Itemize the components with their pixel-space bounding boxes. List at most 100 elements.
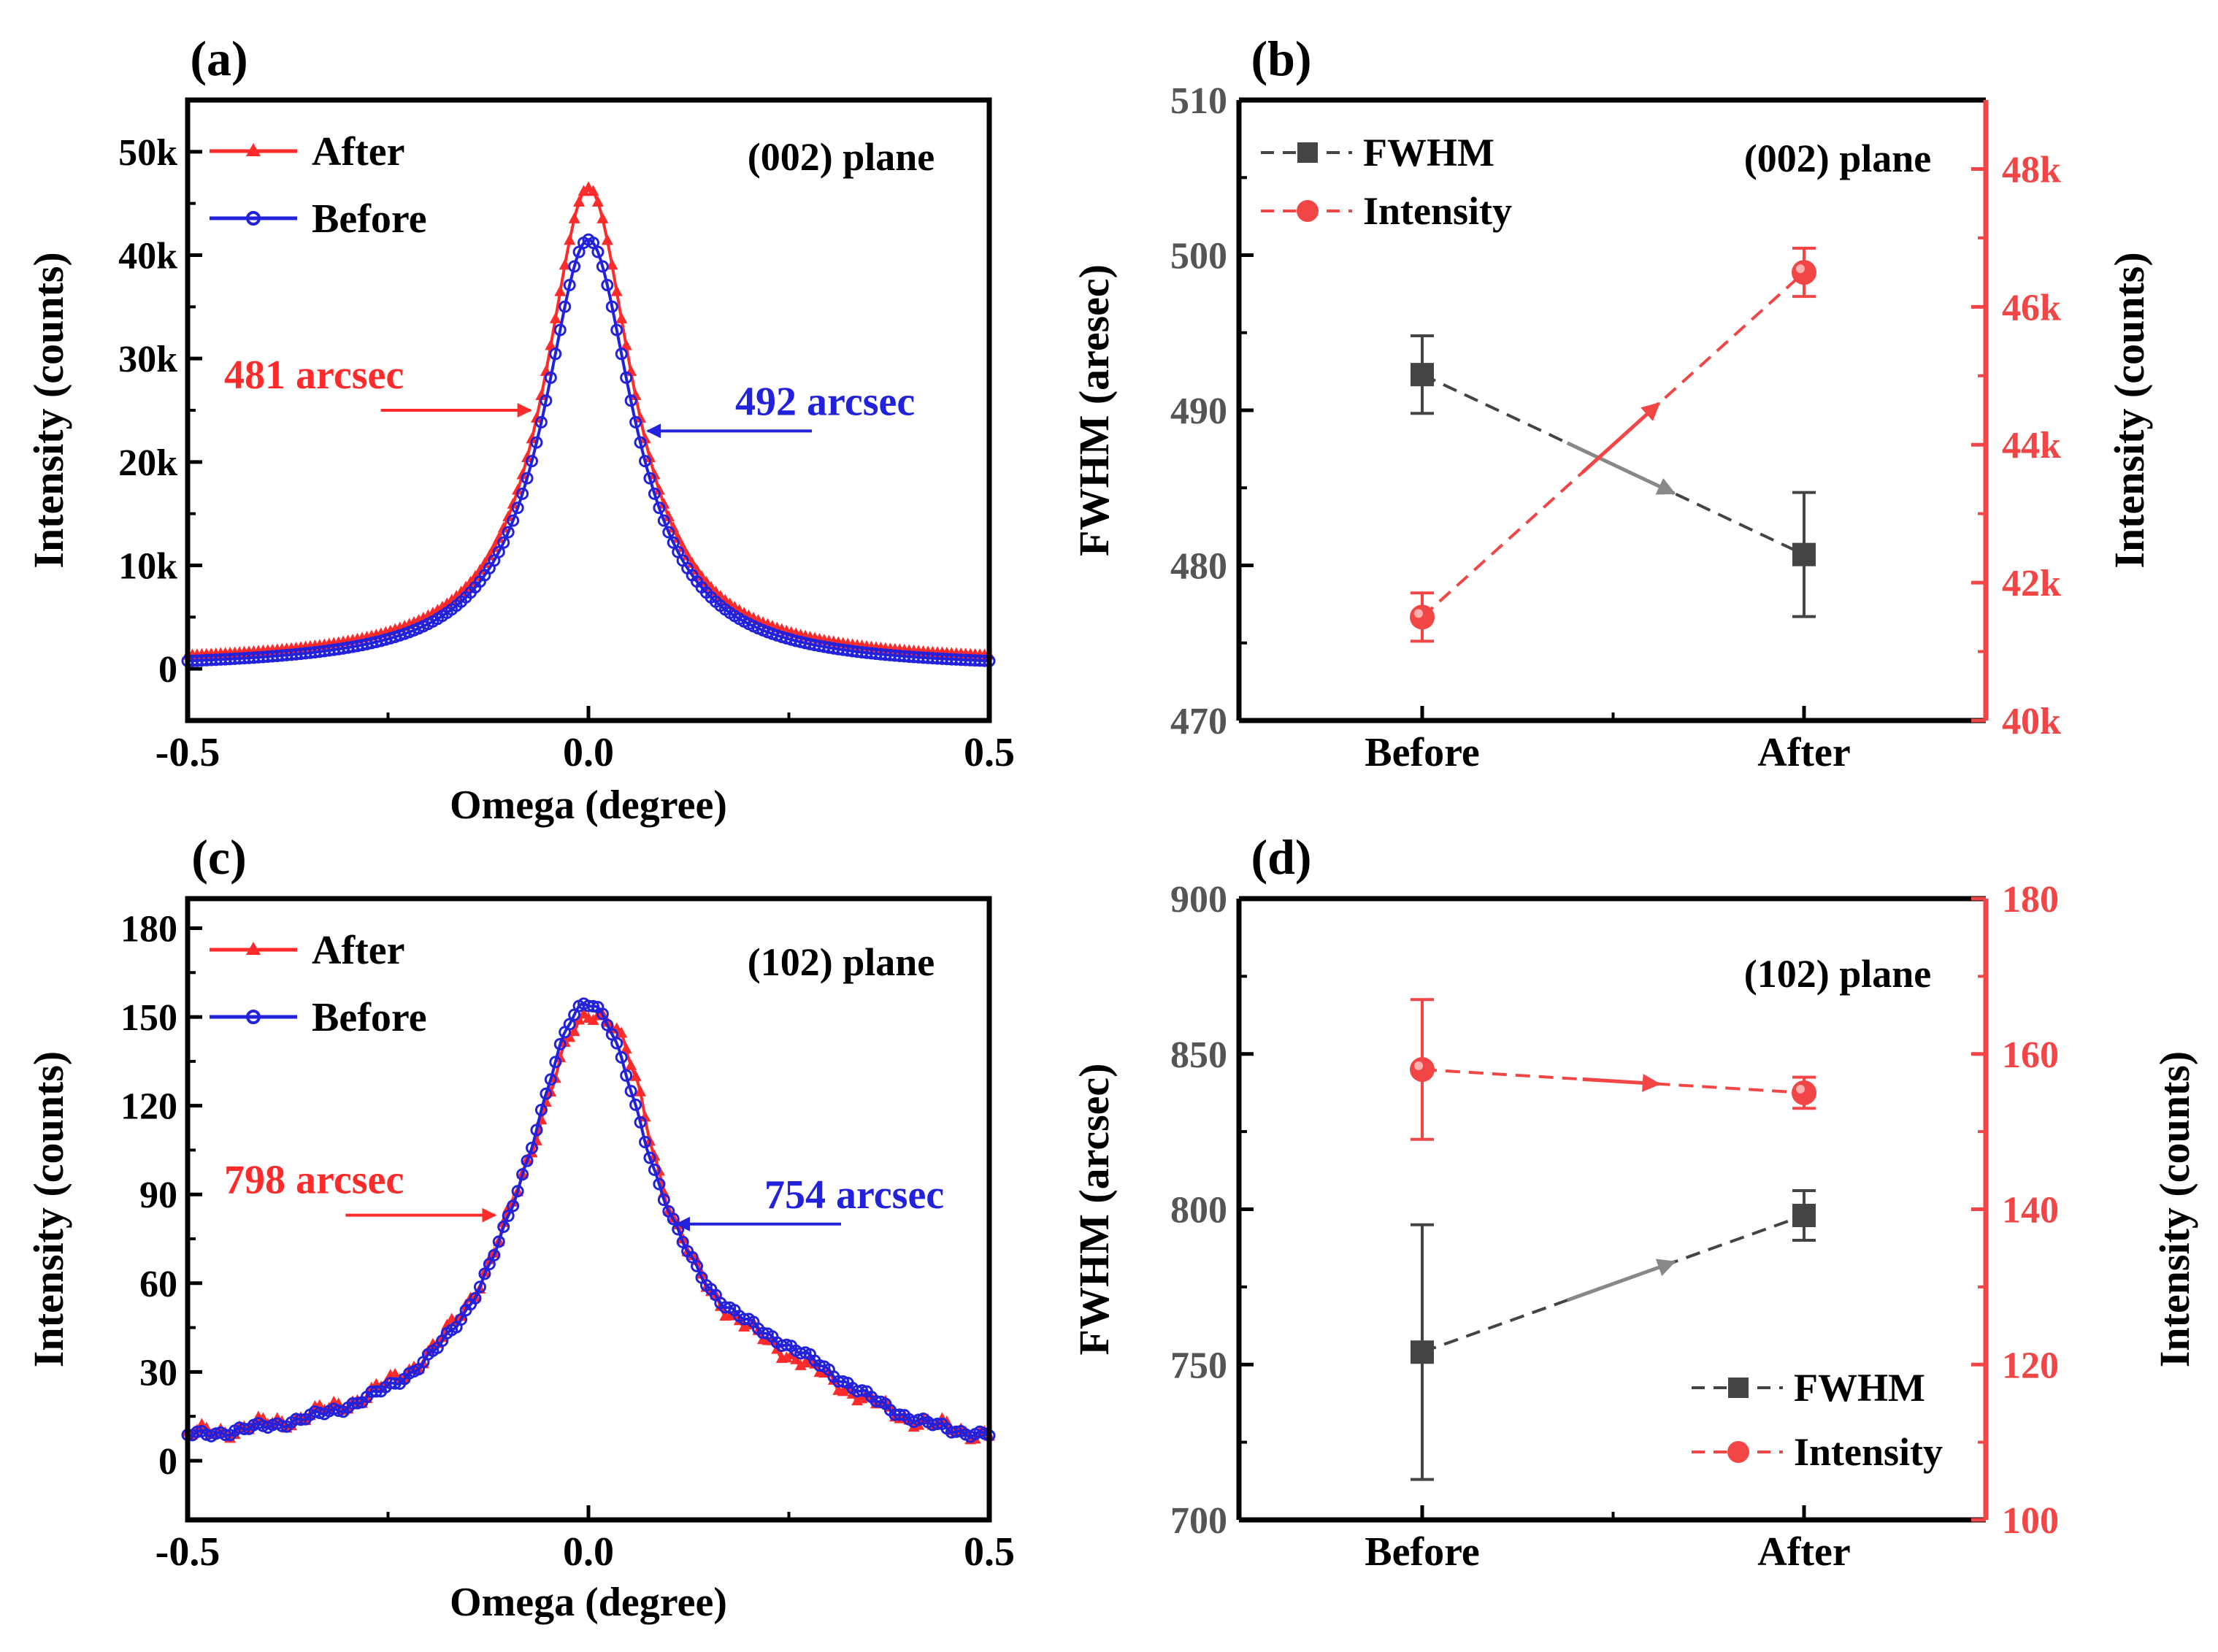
- marker-point: [615, 1026, 628, 1038]
- legend-marker: [1727, 1441, 1749, 1463]
- marker-point: [564, 234, 576, 245]
- marker-point: [525, 1141, 538, 1154]
- series-line-before: [187, 1002, 990, 1439]
- marker-point: [516, 1168, 529, 1181]
- marker-point: [629, 415, 642, 429]
- marker-point: [629, 389, 642, 401]
- marker-point: [691, 564, 703, 575]
- marker-point: [653, 483, 665, 495]
- marker-point: [610, 323, 623, 337]
- marker-point: [625, 1059, 637, 1070]
- marker-point: [512, 483, 524, 495]
- x-axis-label: Omega (degree): [450, 1580, 727, 1625]
- plane-annotation: (002) plane: [1744, 137, 1932, 180]
- marker-point: [620, 1042, 632, 1054]
- y-tick-label: 20k: [118, 442, 177, 484]
- y-right-axis-label: Intensity (counts): [2151, 1051, 2198, 1367]
- marker-point: [534, 415, 548, 429]
- y-tick-label: 0: [158, 649, 177, 691]
- y-left-tick-label: 800: [1170, 1190, 1227, 1232]
- marker-point: [672, 531, 684, 543]
- marker-point: [389, 1367, 402, 1379]
- marker-point: [610, 285, 623, 296]
- marker-point: [521, 451, 534, 463]
- x-tick-label: -0.5: [156, 1529, 220, 1575]
- marker-point: [351, 1396, 364, 1410]
- marker-point: [615, 312, 628, 323]
- y-tick-label: 0: [158, 1441, 177, 1483]
- panel-label: (c): [191, 829, 246, 885]
- marker-point: [634, 411, 647, 423]
- marker-point: [686, 556, 699, 568]
- panel-a: 0 10k 20k 30k 40k 50k -0.5 0.0 0.5 Omega (degree)…: [25, 31, 1015, 828]
- y-right-tick-label: 40k: [2002, 701, 2061, 742]
- marker-point: [473, 1280, 486, 1294]
- marker-point: [549, 1056, 562, 1069]
- marker-point: [648, 487, 661, 500]
- data-point-highlight: [1796, 264, 1805, 274]
- marker-point: [502, 1209, 515, 1222]
- y-right-tick-label: 48k: [2002, 149, 2061, 191]
- marker-point: [639, 432, 651, 444]
- marker-point: [464, 575, 477, 587]
- marker-point: [700, 575, 713, 587]
- marker-point: [511, 502, 524, 515]
- marker-point: [856, 1384, 869, 1397]
- y-axis-label: Intensity (counts): [25, 1051, 72, 1367]
- y-right-axis-label: Intensity (counts): [2106, 252, 2153, 568]
- y-left-tick-label: 510: [1170, 80, 1227, 122]
- y-tick-label: 60: [139, 1264, 177, 1305]
- legend: After Before: [210, 129, 427, 242]
- marker-point: [507, 497, 519, 509]
- data-point: [1410, 604, 1435, 630]
- y-right-tick-label: 44k: [2002, 425, 2061, 466]
- marker-point: [573, 196, 586, 207]
- data-point: [1411, 363, 1434, 387]
- marker-point: [624, 1085, 637, 1098]
- series-before: [181, 233, 996, 667]
- y-tick-label: 120: [120, 1086, 177, 1128]
- data-point: [1792, 1080, 1816, 1105]
- marker-point: [639, 1135, 652, 1148]
- marker-point: [478, 1267, 491, 1280]
- data-point: [1792, 260, 1816, 285]
- y-tick-label: 10k: [118, 546, 177, 588]
- y-left-tick-label: 490: [1170, 391, 1227, 432]
- marker-point: [780, 1351, 793, 1363]
- y-tick-label: 50k: [118, 132, 177, 174]
- marker-point: [554, 285, 567, 296]
- marker-point: [643, 451, 656, 463]
- marker-point: [620, 339, 632, 350]
- data-point: [1792, 1204, 1816, 1228]
- data-point-highlight: [1414, 1061, 1423, 1071]
- marker-point: [294, 1413, 307, 1426]
- marker-point: [662, 526, 675, 539]
- marker-point: [586, 237, 599, 250]
- x-category-label: After: [1757, 1529, 1850, 1575]
- legend: FWHM Intensity: [1261, 131, 1512, 233]
- marker-point: [591, 196, 604, 207]
- marker-point: [573, 1013, 586, 1025]
- data-point: [1792, 542, 1816, 566]
- trend-arrow: [1566, 441, 1676, 496]
- marker-point: [620, 371, 633, 384]
- plane-annotation: (102) plane: [1744, 952, 1932, 996]
- marker-point: [624, 394, 637, 407]
- marker-point: [497, 1220, 510, 1233]
- marker-point: [780, 1338, 793, 1351]
- marker-point: [549, 347, 562, 361]
- marker-point: [676, 1235, 689, 1248]
- marker-point: [563, 1018, 576, 1031]
- marker-point: [629, 1098, 642, 1111]
- marker-point: [653, 1177, 666, 1191]
- y-tick-label: 40k: [118, 236, 177, 277]
- marker-point: [657, 514, 670, 527]
- y-left-tick-label: 480: [1170, 546, 1227, 588]
- marker-point: [559, 300, 572, 313]
- marker-point: [545, 339, 557, 350]
- y-tick-label: 30: [139, 1352, 177, 1394]
- panel-c: 0 30 60 90 120 150 180 -0.5 0.0 0.5 Omega (degree)…: [25, 829, 1015, 1625]
- y-left-tick-label: 850: [1170, 1034, 1227, 1076]
- marker-point: [677, 541, 689, 553]
- data-point: [1410, 1057, 1435, 1083]
